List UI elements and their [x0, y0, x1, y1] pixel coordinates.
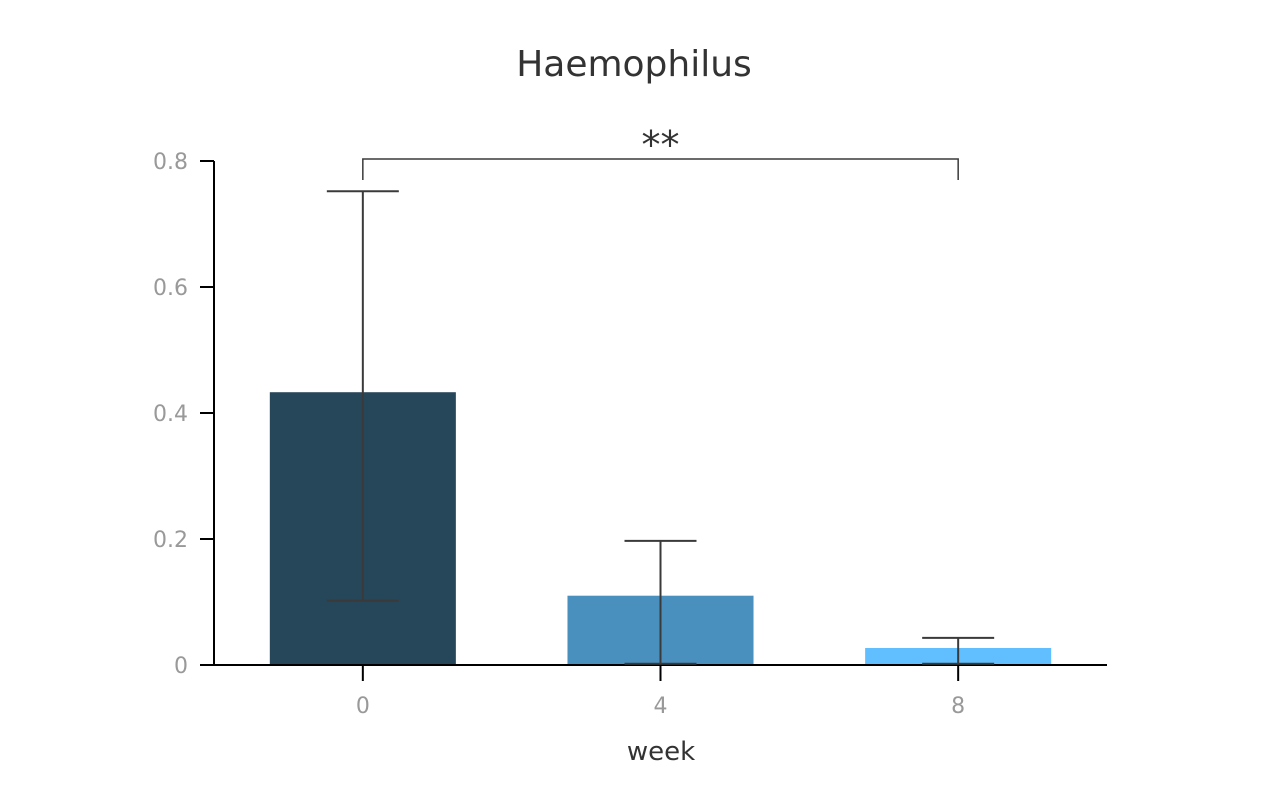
x-tick-label: 0 — [356, 694, 370, 719]
y-tick-label: 0.2 — [153, 528, 188, 553]
significance-label: ** — [642, 123, 680, 167]
significance-bracket — [362, 158, 959, 180]
x-axis-label: week — [627, 737, 695, 767]
x-tick-label: 8 — [951, 694, 965, 719]
y-tick-label: 0.4 — [153, 402, 188, 427]
y-tick-label: 0 — [174, 654, 188, 679]
chart-title: Haemophilus — [516, 44, 752, 85]
y-tick-label: 0.8 — [153, 150, 188, 175]
x-tick-label: 4 — [654, 694, 668, 719]
y-tick-label: 0.6 — [153, 276, 188, 301]
